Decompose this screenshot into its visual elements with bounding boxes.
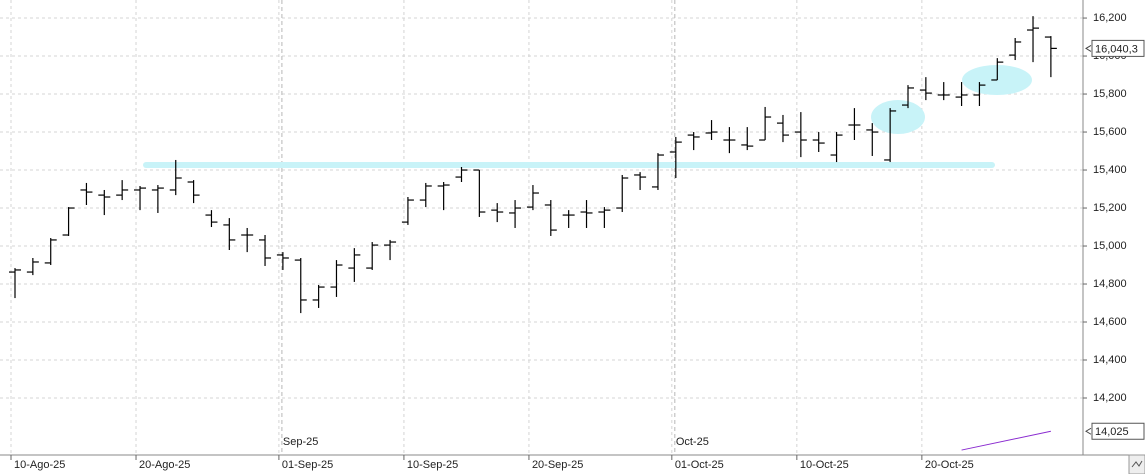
x-tick-label: 20-Ago-25 — [139, 459, 190, 471]
x-tick-label: 20-Oct-25 — [925, 459, 974, 471]
y-tick-label: 14,600 — [1093, 316, 1127, 328]
highlight-ellipse — [871, 100, 925, 134]
x-tick-label: 10-Ago-25 — [14, 459, 65, 471]
y-tick-label: 15,600 — [1093, 126, 1127, 138]
y-tick-label: 15,200 — [1093, 202, 1127, 214]
y-tick-label: 14,400 — [1093, 354, 1127, 366]
x-tick-label: 01-Sep-25 — [282, 459, 333, 471]
bars — [9, 16, 1057, 451]
support-highlight — [143, 162, 995, 168]
corner-button[interactable] — [1128, 454, 1145, 474]
month-label: Sep-25 — [283, 436, 318, 448]
last-price-label: 16,040,3 — [1095, 43, 1138, 55]
trendline-price-arrow — [1085, 427, 1092, 435]
y-tick-label: 14,800 — [1093, 278, 1127, 290]
y-tick-label: 15,800 — [1093, 88, 1127, 100]
axes: 14,200 14,400 14,600 14,800 15,000 15,200 15,4… — [10, 12, 1145, 471]
last-price-arrow — [1085, 44, 1092, 52]
trendline-price-box — [1091, 422, 1145, 440]
x-tick-label: 10-Sep-25 — [407, 459, 458, 471]
y-tick-label: 14,200 — [1093, 392, 1127, 404]
trendline-price-label: 14,025 — [1095, 426, 1129, 438]
month-label: Oct-25 — [676, 436, 709, 448]
grid — [0, 0, 1083, 455]
x-tick-label: 20-Sep-25 — [532, 459, 583, 471]
trendline — [961, 430, 1051, 451]
x-tick-label: 10-Oct-25 — [800, 459, 849, 471]
y-tick-label: 15,400 — [1093, 164, 1127, 176]
x-tick-label: 01-Oct-25 — [675, 459, 724, 471]
y-tick-label: 15,000 — [1093, 240, 1127, 252]
corner-icon — [1131, 460, 1143, 468]
y-tick-label: 16,200 — [1093, 12, 1127, 24]
last-price-box — [1091, 39, 1145, 57]
